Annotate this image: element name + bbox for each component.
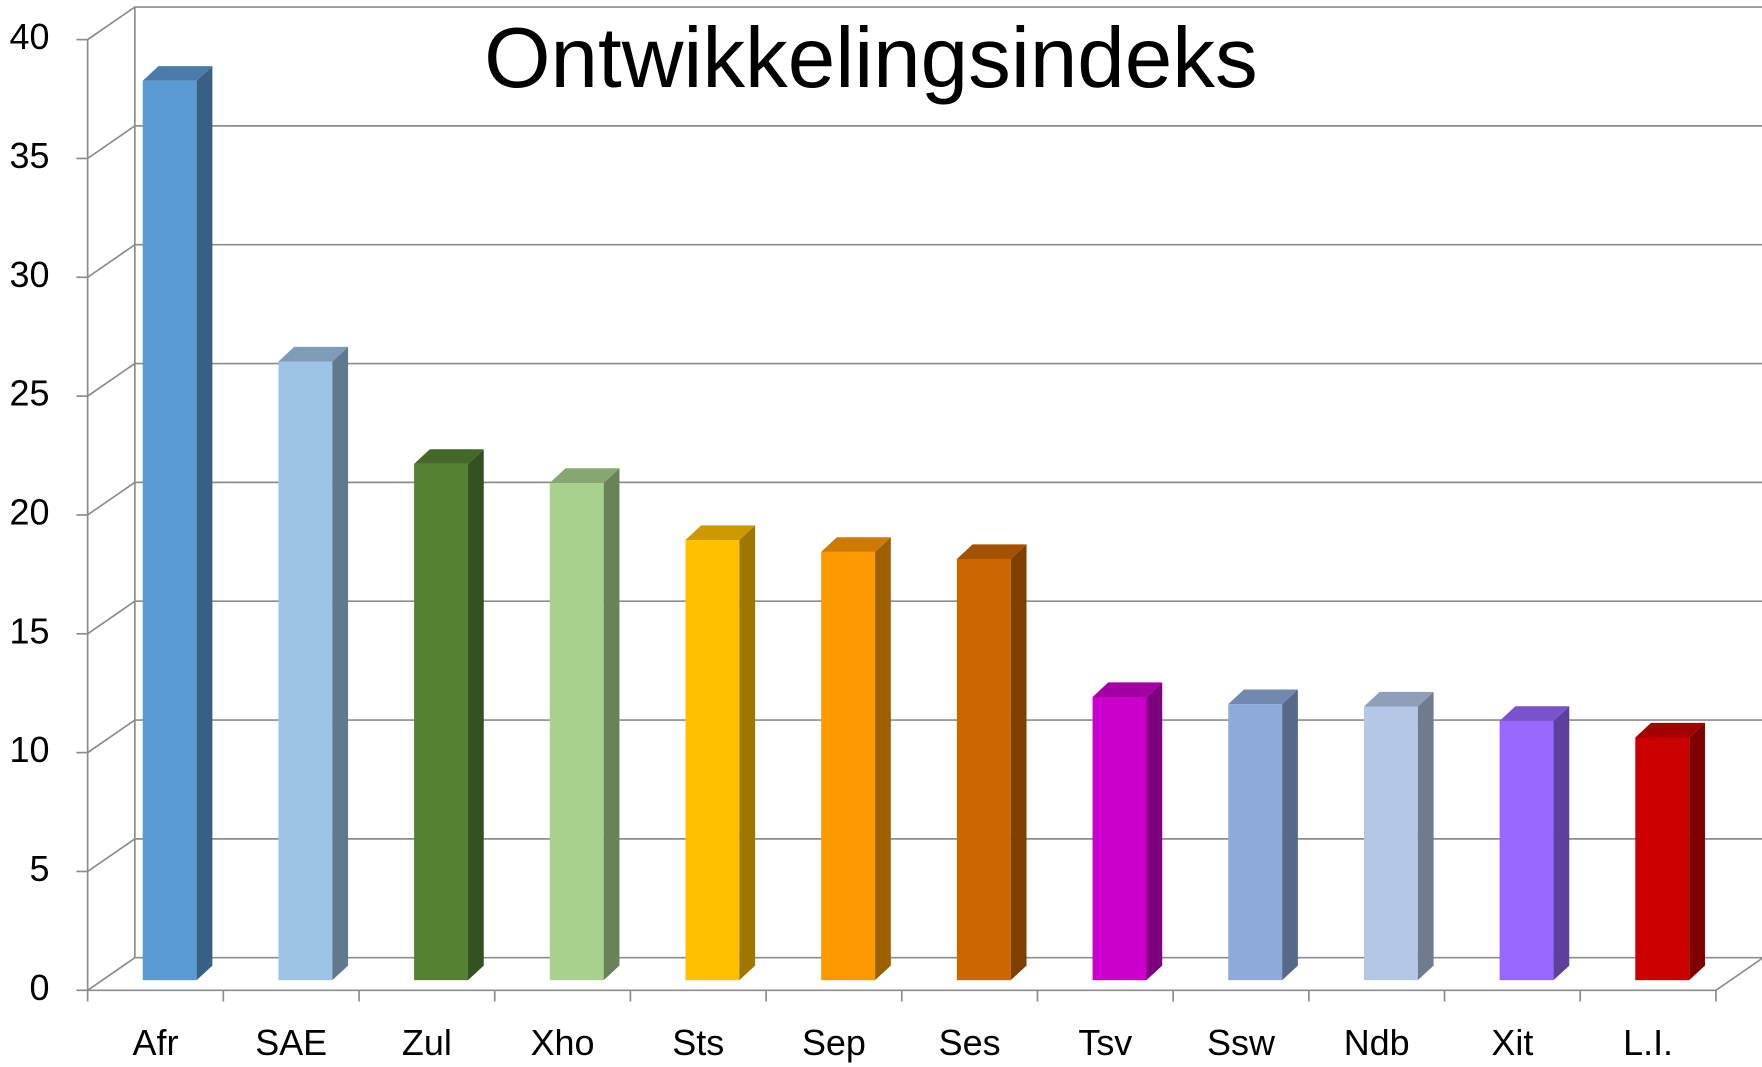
grid-line (87, 6, 1762, 41)
bar-side (1553, 706, 1570, 981)
bar-top (1499, 706, 1570, 721)
bar-front (1363, 706, 1418, 981)
y-tick-label: 5 (29, 848, 49, 889)
x-tick-label: L.I. (1623, 1022, 1673, 1063)
bar (685, 525, 756, 981)
bar-top (1092, 682, 1163, 698)
bar-side (875, 537, 891, 981)
chart-title: Ontwikkelingsindeks (484, 11, 1258, 106)
y-tick-label: 15 (9, 610, 49, 651)
bar-side (603, 468, 620, 981)
y-tick-label: 35 (9, 135, 49, 176)
bar-side (739, 525, 756, 981)
bar (1092, 682, 1163, 981)
grid-line (87, 125, 1762, 160)
bar-front (142, 80, 197, 981)
bar (1363, 691, 1434, 981)
x-tick-label: Tsv (1078, 1022, 1132, 1063)
grid-line (87, 600, 1762, 635)
bar (549, 468, 620, 981)
bar-top (549, 468, 620, 483)
bar-top (685, 525, 756, 540)
x-tick-label: Ndb (1344, 1022, 1410, 1063)
bar (278, 346, 349, 981)
bar-front (821, 551, 876, 981)
bar-top (1635, 722, 1705, 738)
bar-side (468, 449, 484, 981)
bar (1228, 689, 1298, 981)
bar-side (1282, 689, 1298, 981)
x-tick-label: Sts (672, 1022, 724, 1063)
bar-side (1146, 682, 1163, 981)
y-tick-label: 10 (9, 729, 49, 770)
bar-side (1010, 544, 1027, 981)
bar-side (196, 66, 213, 981)
bar-side (1689, 722, 1705, 981)
bar (142, 66, 213, 981)
bar (1499, 706, 1570, 981)
bar-front (1499, 720, 1554, 981)
x-tick-label: Sep (802, 1022, 866, 1063)
bar (414, 449, 484, 981)
grid-line (87, 719, 1762, 754)
bar-front (685, 539, 740, 981)
grid-line (87, 362, 1762, 397)
bar (1635, 722, 1705, 981)
bar-front (549, 482, 604, 981)
bar-top (821, 537, 891, 552)
bar-top (1228, 689, 1298, 705)
bar (956, 544, 1027, 981)
bar-front (1635, 737, 1690, 981)
y-tick-label: 30 (9, 254, 49, 295)
x-tick-label: Ses (939, 1022, 1001, 1063)
x-tick-label: Xit (1491, 1022, 1533, 1063)
bar-top (1363, 691, 1434, 707)
y-tick-label: 25 (9, 373, 49, 414)
x-tick-label: Ssw (1207, 1022, 1276, 1063)
grid-line (87, 481, 1762, 516)
y-tick-label: 40 (9, 16, 49, 57)
grid-line (87, 243, 1762, 278)
bar (821, 537, 891, 981)
bar-front (1092, 697, 1147, 981)
grid-line (87, 838, 1762, 873)
bar-front (956, 559, 1011, 981)
x-tick-label: Xho (531, 1022, 595, 1063)
grid-line (87, 956, 1762, 991)
bar-top (278, 346, 349, 362)
bar-front (414, 463, 469, 981)
bar-top (956, 544, 1027, 560)
bar-front (1228, 704, 1283, 981)
bar-front (278, 361, 333, 981)
bar-top (414, 449, 484, 464)
x-tick-label: SAE (255, 1022, 327, 1063)
bar-side (1417, 691, 1434, 981)
bar-top (142, 66, 213, 81)
x-tick-label: Zul (402, 1022, 452, 1063)
y-tick-label: 0 (29, 967, 49, 1008)
y-tick-label: 20 (9, 491, 49, 532)
bar-side (332, 346, 349, 981)
x-tick-label: Afr (133, 1022, 179, 1063)
